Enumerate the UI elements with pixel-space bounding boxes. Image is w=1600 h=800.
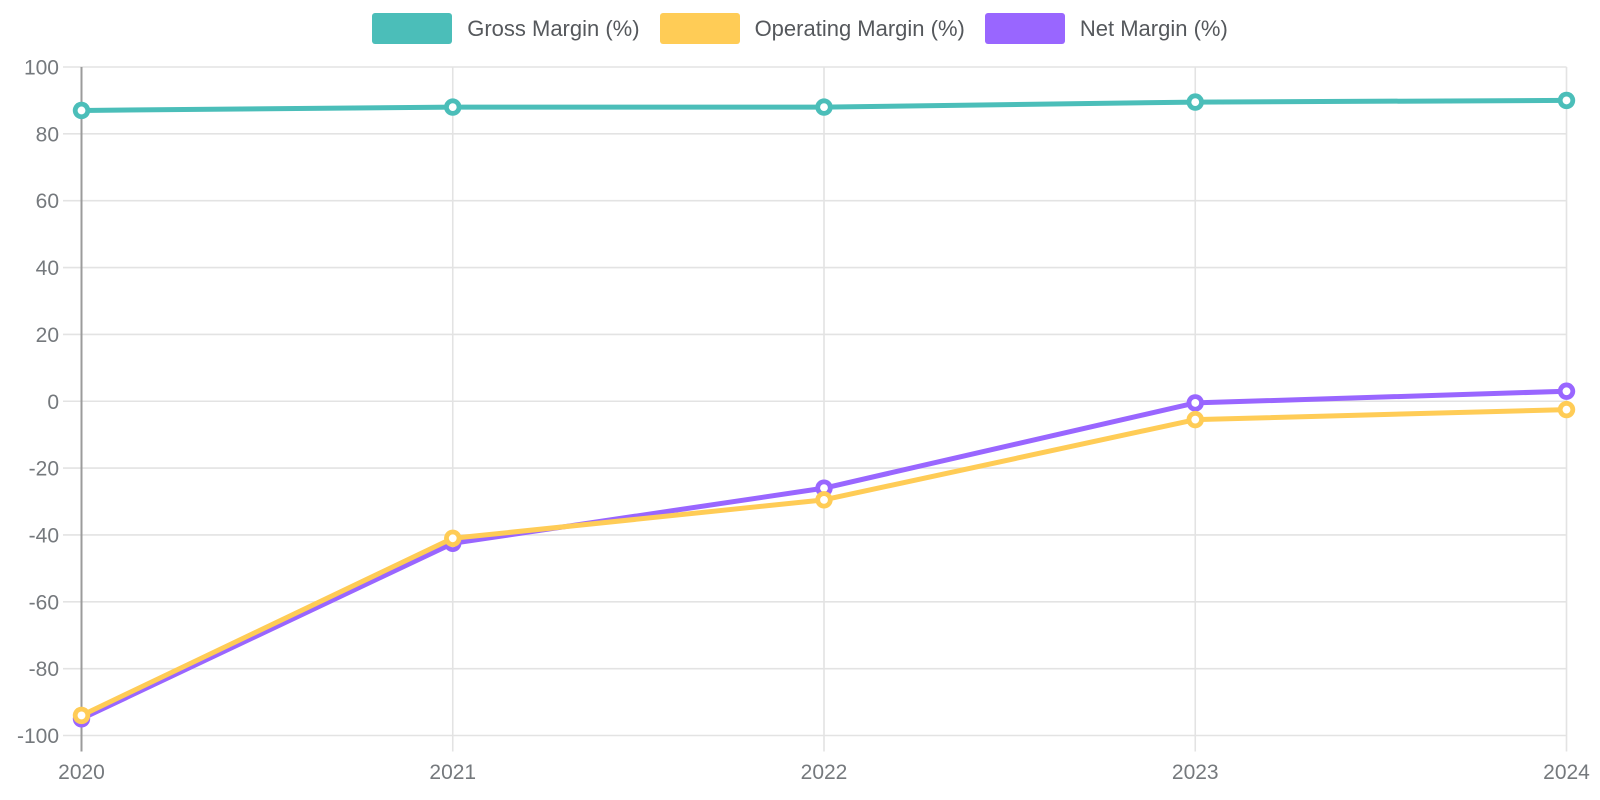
y-tick-label-80: 80 [36, 123, 59, 146]
y-tick-label--100: -100 [17, 725, 59, 748]
legend-label: Gross Margin (%) [467, 15, 640, 41]
y-tick-label-20: 20 [36, 324, 59, 347]
point-hole-net-margin-2023 [1191, 399, 1200, 407]
point-hole-gross-margin-2024 [1562, 96, 1571, 105]
point-hole-gross-margin-2022 [820, 103, 828, 112]
point-hole-net-margin-2022 [820, 484, 828, 493]
y-tick-label-100: 100 [24, 57, 59, 80]
legend-swatch-operating-margin [659, 12, 740, 44]
legend-item-net-margin[interactable]: Net Margin (%) [984, 12, 1228, 44]
legend-swatch-net-margin [984, 12, 1065, 44]
x-tick-label-2021: 2021 [429, 761, 476, 784]
point-hole-gross-margin-2021 [448, 103, 457, 112]
x-tick-label-2024: 2024 [1543, 761, 1590, 784]
y-tick-label-60: 60 [36, 190, 59, 213]
point-hole-operating-margin-2022 [820, 495, 828, 504]
point-hole-operating-margin-2021 [448, 534, 457, 543]
legend-item-operating-margin[interactable]: Operating Margin (%) [659, 12, 965, 44]
y-tick-label-40: 40 [36, 257, 59, 280]
legend-swatch-gross-margin [372, 12, 453, 44]
y-tick-label-0: 0 [47, 391, 59, 414]
x-tick-label-2022: 2022 [801, 761, 848, 784]
point-hole-gross-margin-2020 [77, 106, 86, 115]
chart-legend: Gross Margin (%) Operating Margin (%) Net … [0, 11, 1600, 45]
y-tick-label--80: -80 [29, 658, 59, 681]
point-hole-net-margin-2024 [1562, 387, 1571, 396]
point-hole-operating-margin-2024 [1562, 405, 1571, 414]
legend-item-gross-margin[interactable]: Gross Margin (%) [372, 12, 640, 44]
y-tick-label--20: -20 [29, 458, 59, 481]
legend-label: Operating Margin (%) [754, 15, 965, 41]
point-hole-operating-margin-2020 [77, 711, 86, 720]
x-tick-label-2023: 2023 [1172, 761, 1219, 784]
point-hole-gross-margin-2023 [1191, 98, 1200, 106]
y-tick-label--60: -60 [29, 591, 59, 614]
point-hole-operating-margin-2023 [1191, 415, 1200, 424]
legend-label: Net Margin (%) [1079, 15, 1228, 41]
y-tick-label--40: -40 [29, 524, 59, 547]
x-tick-label-2020: 2020 [58, 761, 105, 784]
